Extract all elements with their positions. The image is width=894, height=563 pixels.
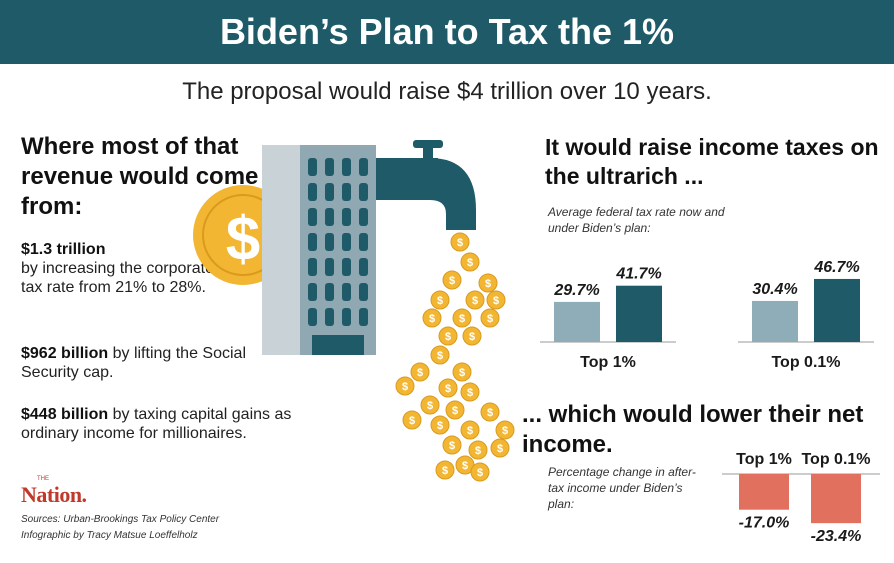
svg-text:$: $ xyxy=(427,400,433,412)
chart-1-note: Average federal tax rate now and under B… xyxy=(548,205,725,235)
svg-text:$: $ xyxy=(437,420,443,432)
revenue-amount: $962 billion xyxy=(21,345,109,362)
bar xyxy=(752,300,798,342)
svg-text:$: $ xyxy=(449,440,455,452)
data-label: -17.0% xyxy=(739,515,790,532)
building-icon xyxy=(262,145,376,355)
svg-text:$: $ xyxy=(459,313,465,325)
svg-text:$: $ xyxy=(475,445,481,457)
chart-2-heading: ... which would lower their net income. xyxy=(522,401,864,458)
svg-text:$: $ xyxy=(442,465,448,477)
svg-text:$: $ xyxy=(467,387,473,399)
bar xyxy=(554,301,600,342)
svg-text:$: $ xyxy=(493,295,499,307)
chart-2-note: Percentage change in after-tax income un… xyxy=(548,465,696,511)
revenue-item-social-security: $962 billion by lifting the Social Secur… xyxy=(21,344,261,382)
revenue-amount: $448 billion xyxy=(21,406,109,423)
bar xyxy=(616,285,662,342)
byline-credit: Infographic by Tracy Matsue Loeffelholz xyxy=(21,530,198,541)
svg-text:$: $ xyxy=(467,257,473,269)
svg-text:$: $ xyxy=(449,275,455,287)
revenue-description: by lifting the Social Security cap. xyxy=(21,345,246,381)
revenue-description: by increasing the corporate tax rate fro… xyxy=(21,260,214,296)
data-label: 30.4% xyxy=(752,281,797,298)
svg-text:$: $ xyxy=(469,331,475,343)
svg-text:$: $ xyxy=(226,205,260,274)
falling-coins-icon: $$$ $$ $ $$$ $$ $$$$$$ $$ $ $$ $ $ $$ $ $$$ $ xyxy=(395,232,515,482)
the-nation-logo: Nation. xyxy=(21,482,87,507)
chart-1-heading: It would raise income taxes on the ultra… xyxy=(545,134,879,189)
svg-text:$: $ xyxy=(467,425,473,437)
svg-text:$: $ xyxy=(472,295,478,307)
data-label: 46.7% xyxy=(813,259,859,276)
svg-text:$: $ xyxy=(462,460,468,472)
svg-text:$: $ xyxy=(477,467,483,479)
faucet-icon xyxy=(376,140,476,230)
revenue-description: by taxing capital gains as ordinary inco… xyxy=(21,406,292,442)
category-label: Top 1% xyxy=(736,451,792,468)
svg-text:$: $ xyxy=(445,331,451,343)
bar xyxy=(811,474,861,524)
svg-text:$: $ xyxy=(487,313,493,325)
subtitle: The proposal would raise $4 trillion ove… xyxy=(182,78,712,105)
svg-text:$: $ xyxy=(457,237,463,249)
data-label: 29.7% xyxy=(553,282,599,299)
svg-text:$: $ xyxy=(497,443,503,455)
revenue-item-corporate: $1.3 trillion by increasing the corporat… xyxy=(21,240,221,297)
svg-text:$: $ xyxy=(502,425,508,437)
revenue-amount: $1.3 trillion xyxy=(21,241,106,258)
category-label: Top 0.1% xyxy=(771,354,840,371)
svg-text:$: $ xyxy=(459,367,465,379)
left-heading: Where most of that revenue would come fr… xyxy=(21,133,259,220)
data-label: 41.7% xyxy=(615,266,661,283)
category-label: Top 1% xyxy=(580,354,636,371)
bar xyxy=(739,474,789,510)
logo-prefix: THE xyxy=(37,476,49,482)
svg-text:$: $ xyxy=(452,405,458,417)
svg-text:$: $ xyxy=(409,415,415,427)
svg-text:$: $ xyxy=(445,383,451,395)
svg-text:$: $ xyxy=(437,295,443,307)
banner-title: Biden’s Plan to Tax the 1% xyxy=(0,0,894,64)
svg-text:$: $ xyxy=(417,367,423,379)
svg-text:$: $ xyxy=(487,407,493,419)
revenue-item-capital-gains: $448 billion by taxing capital gains as … xyxy=(21,405,341,443)
data-label: -23.4% xyxy=(811,528,862,545)
sources-credit: Sources: Urban-Brookings Tax Policy Cent… xyxy=(21,514,220,525)
category-label: Top 0.1% xyxy=(801,451,870,468)
svg-text:$: $ xyxy=(437,350,443,362)
svg-text:$: $ xyxy=(485,278,491,290)
svg-text:$: $ xyxy=(402,381,408,393)
bar xyxy=(814,278,860,342)
svg-text:$: $ xyxy=(429,313,435,325)
